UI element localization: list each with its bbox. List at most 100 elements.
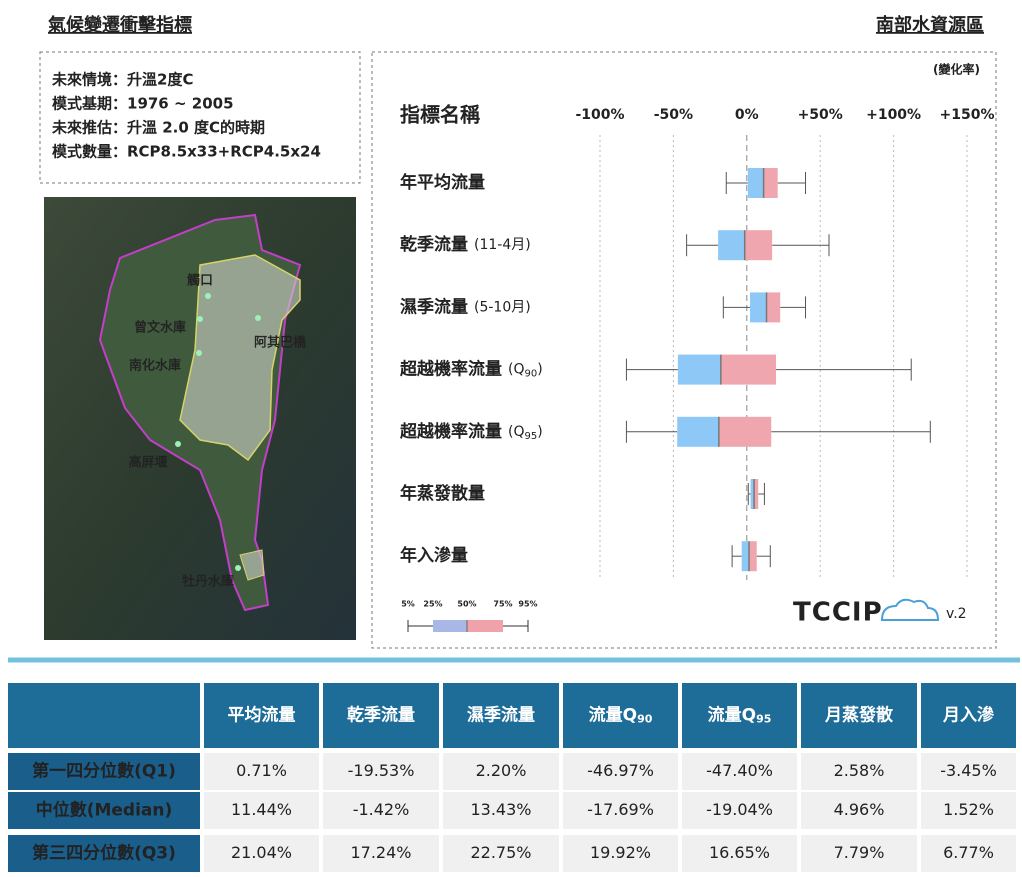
category-name: 年入滲量 bbox=[400, 545, 468, 566]
legend-label: 5% bbox=[401, 600, 415, 609]
cell-value: 6.77% bbox=[943, 843, 994, 862]
column-header: 月蒸發散 bbox=[824, 705, 894, 726]
map-site bbox=[196, 350, 202, 356]
map-label: 高屏堰 bbox=[128, 455, 167, 471]
category-label: 年蒸發散量 bbox=[400, 483, 485, 504]
box-upper bbox=[749, 541, 757, 571]
box-upper bbox=[721, 355, 776, 385]
cell-value: 21.04% bbox=[231, 843, 292, 862]
category-label: 濕季流量 (5-10月) bbox=[400, 296, 531, 317]
column-header-text: 平均流量 bbox=[228, 705, 296, 726]
cell-value: -19.04% bbox=[706, 800, 773, 819]
category-note: (Q bbox=[508, 362, 524, 378]
box-upper bbox=[767, 292, 781, 322]
category-name: 濕季流量 bbox=[400, 296, 468, 317]
box-lower bbox=[677, 417, 719, 447]
box-upper bbox=[719, 417, 771, 447]
box-lower bbox=[742, 541, 749, 571]
column-header: 平均流量 bbox=[228, 705, 296, 726]
legend-label: 95% bbox=[518, 600, 537, 609]
x-tick-label: -50% bbox=[654, 107, 693, 123]
cell-value: 7.79% bbox=[834, 843, 885, 862]
category-label: 超越機率流量 (Q90) bbox=[400, 359, 543, 380]
info-line: 模式數量：RCP8.5x33+RCP4.5x24 bbox=[52, 143, 321, 161]
cell-value: -19.53% bbox=[348, 761, 415, 780]
column-header-sub: 95 bbox=[756, 713, 771, 726]
map-site bbox=[197, 316, 203, 322]
cell-value: -46.97% bbox=[587, 761, 654, 780]
category-name: 年平均流量 bbox=[400, 172, 485, 193]
category-sub: 95 bbox=[524, 431, 537, 442]
header-corner bbox=[8, 683, 200, 748]
x-tick-label: +100% bbox=[866, 107, 921, 123]
logo-text: TCCIP bbox=[793, 598, 883, 628]
info-line: 未來情境：升溫2度C bbox=[51, 71, 193, 89]
column-header-text: 流量Q bbox=[708, 705, 756, 726]
map-label: 牡丹水庫 bbox=[182, 575, 234, 590]
category-header: 指標名稱 bbox=[400, 103, 480, 127]
category-name: 超越機率流量 bbox=[400, 359, 502, 380]
category-name: 年蒸發散量 bbox=[400, 483, 485, 504]
column-header-sub: 90 bbox=[637, 713, 653, 726]
row-header: 第三四分位數(Q3) bbox=[32, 843, 176, 864]
box-lower bbox=[750, 292, 766, 322]
box-lower bbox=[748, 168, 764, 198]
cell-value: 22.75% bbox=[470, 843, 531, 862]
cell-value: 1.52% bbox=[943, 800, 994, 819]
category-sub: 90 bbox=[524, 369, 537, 380]
cell-value: 2.58% bbox=[834, 761, 885, 780]
box-upper bbox=[745, 230, 772, 260]
map-label: 阿其巴橋 bbox=[254, 336, 306, 351]
logo-version: v.2 bbox=[946, 606, 967, 622]
column-header-text: 月蒸發散 bbox=[824, 705, 894, 726]
box-lower bbox=[678, 355, 721, 385]
legend-label: 50% bbox=[457, 600, 476, 609]
logo-cloud bbox=[882, 600, 938, 620]
category-name: 超越機率流量 bbox=[400, 421, 502, 442]
x-tick-label: -100% bbox=[575, 107, 624, 123]
map-label: 觸口 bbox=[187, 274, 213, 289]
category-note: (11-4月) bbox=[474, 237, 531, 253]
category-label: 年平均流量 bbox=[400, 172, 485, 193]
unit-label: (變化率) bbox=[933, 62, 980, 77]
row-header: 中位數(Median) bbox=[36, 800, 173, 821]
cell-value: -3.45% bbox=[940, 761, 997, 780]
category-note: ) bbox=[537, 424, 542, 440]
info-line: 模式基期：1976 ~ 2005 bbox=[52, 95, 234, 113]
page: 氣候變遷衝擊指標 南部水資源區 未來情境：升溫2度C 模式基期：1976 ~ 20… bbox=[0, 0, 1022, 877]
box-lower bbox=[718, 230, 745, 260]
region-title: 南部水資源區 bbox=[876, 14, 984, 36]
category-name: 乾季流量 bbox=[400, 234, 468, 255]
box-upper bbox=[764, 168, 778, 198]
category-label: 年入滲量 bbox=[400, 545, 468, 566]
map-label: 南化水庫 bbox=[129, 358, 181, 374]
category-note: (Q bbox=[508, 424, 524, 440]
category-note: ) bbox=[537, 362, 542, 378]
map-site bbox=[175, 441, 181, 447]
cell-value: -47.40% bbox=[706, 761, 773, 780]
column-header-text: 月入滲 bbox=[942, 705, 995, 726]
legend-box-upper bbox=[467, 620, 503, 632]
legend-box-lower bbox=[433, 620, 467, 632]
cell-value: 17.24% bbox=[350, 843, 411, 862]
cell-value: 16.65% bbox=[709, 843, 770, 862]
map-site bbox=[205, 293, 211, 299]
category-note: (5-10月) bbox=[474, 299, 531, 315]
row-header: 第一四分位數(Q1) bbox=[32, 761, 176, 782]
cell-value: 19.92% bbox=[590, 843, 651, 862]
x-tick-label: 0% bbox=[735, 107, 759, 123]
column-header: 乾季流量 bbox=[347, 705, 415, 726]
map-site bbox=[255, 315, 261, 321]
cell-value: -1.42% bbox=[353, 800, 410, 819]
cell-value: 2.20% bbox=[476, 761, 527, 780]
column-header: 濕季流量 bbox=[467, 705, 535, 726]
cell-value: 11.44% bbox=[231, 800, 292, 819]
map-site bbox=[235, 565, 241, 571]
cell-value: 0.71% bbox=[236, 761, 287, 780]
page-title: 氣候變遷衝擊指標 bbox=[48, 14, 192, 36]
column-header-text: 濕季流量 bbox=[467, 705, 535, 726]
map-label: 曾文水庫 bbox=[134, 321, 186, 336]
x-tick-label: +150% bbox=[940, 107, 995, 123]
category-label: 超越機率流量 (Q95) bbox=[400, 421, 543, 442]
legend-label: 25% bbox=[423, 600, 442, 609]
